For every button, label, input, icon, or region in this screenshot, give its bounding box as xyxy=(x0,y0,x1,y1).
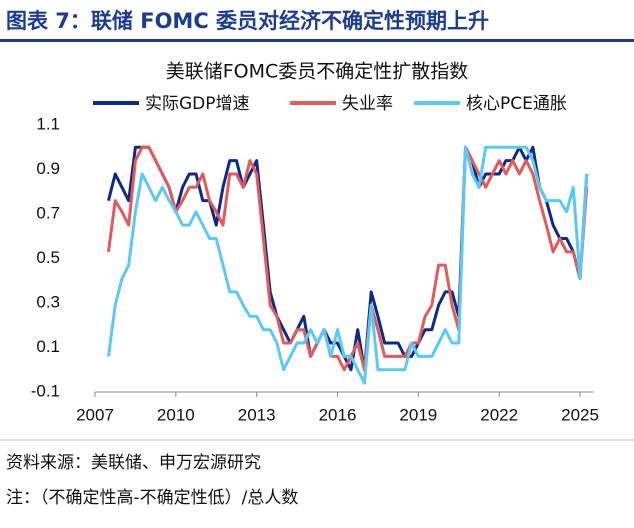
series-line xyxy=(106,145,589,372)
y-tick-label: 0.5 xyxy=(36,248,60,267)
y-tick-label: 0.3 xyxy=(36,292,60,311)
y-tick-label: -0.1 xyxy=(31,381,60,400)
x-tick-label: 2019 xyxy=(399,405,437,424)
header-rule xyxy=(0,39,634,42)
header-title: 图表 7：联储 FOMC 委员对经济不确定性预期上升 xyxy=(6,9,489,33)
series-line xyxy=(106,145,589,385)
series-line xyxy=(107,145,589,372)
note: 注：（不确定性高-不确定性低）/总人数 xyxy=(6,488,298,508)
chart-title: 美联储FOMC委员不确定性扩散指数 xyxy=(166,61,469,83)
x-tick-label: 2025 xyxy=(561,405,599,424)
legend-label: 失业率 xyxy=(342,94,393,114)
x-tick-label: 2013 xyxy=(238,405,276,424)
legend-label: 核心PCE通胀 xyxy=(466,94,567,114)
x-tick-label: 2007 xyxy=(76,405,114,424)
x-tick-label: 2022 xyxy=(480,405,518,424)
source: 资料来源：美联储、申万宏源研究 xyxy=(6,453,261,473)
y-tick-label: 0.1 xyxy=(36,337,60,356)
y-tick-label: 0.9 xyxy=(36,159,60,178)
x-tick-label: 2010 xyxy=(157,405,195,424)
y-tick-label: 1.1 xyxy=(36,114,60,133)
legend-label: 实际GDP增速 xyxy=(145,94,250,114)
y-tick-label: 0.7 xyxy=(36,203,60,222)
x-tick-label: 2016 xyxy=(319,405,357,424)
